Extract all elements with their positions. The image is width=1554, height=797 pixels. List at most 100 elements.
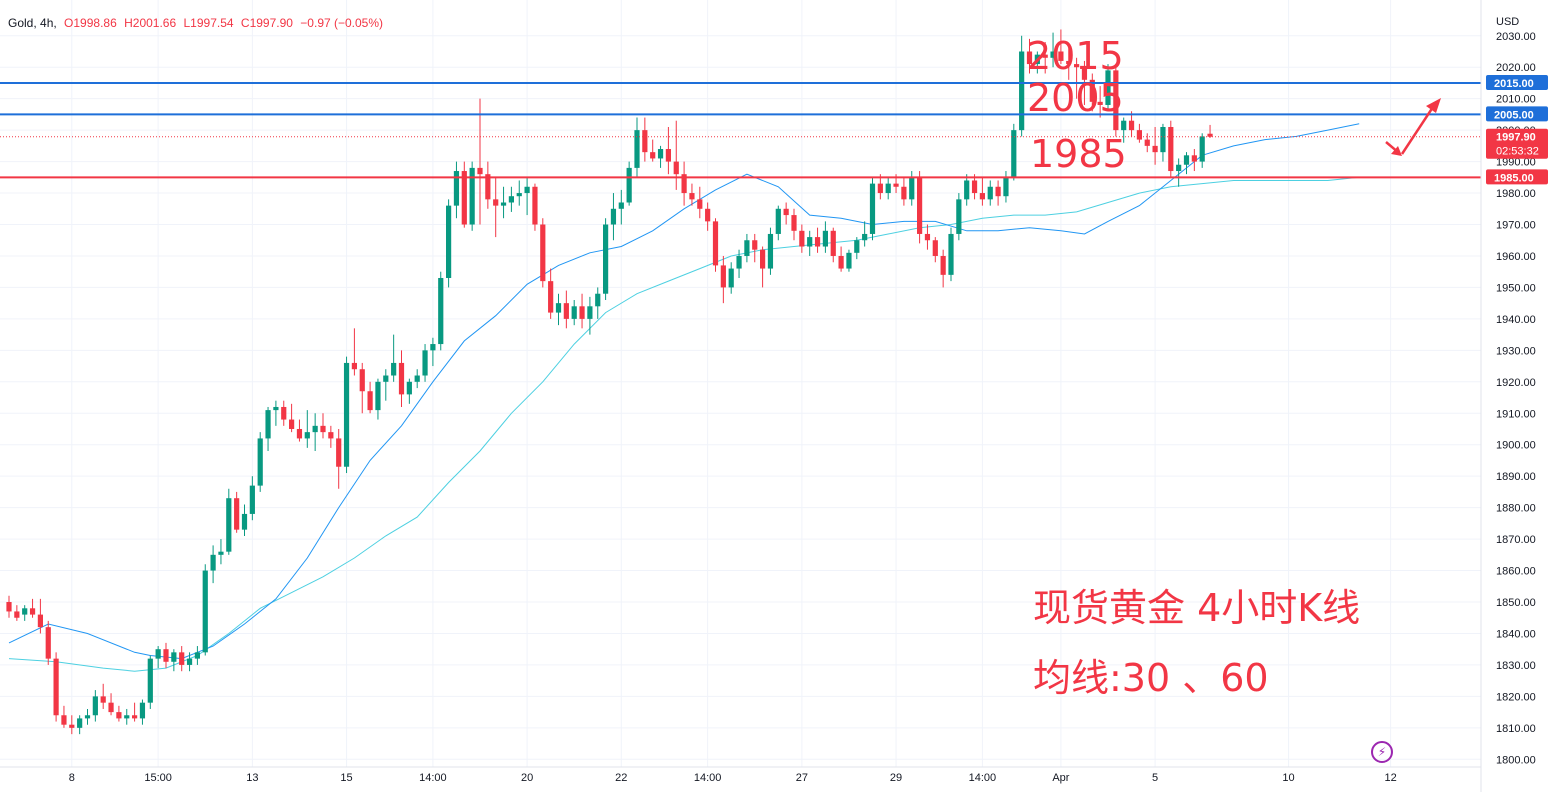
candle[interactable] — [179, 646, 185, 672]
candle[interactable] — [1026, 38, 1033, 74]
candle[interactable] — [760, 246, 766, 288]
candle[interactable] — [1058, 29, 1064, 65]
candle[interactable] — [171, 649, 177, 672]
candle[interactable] — [398, 350, 405, 407]
candle[interactable] — [461, 161, 467, 228]
candle[interactable] — [414, 369, 420, 389]
candle[interactable] — [665, 126, 671, 175]
candle[interactable] — [375, 378, 381, 420]
candle[interactable] — [1034, 51, 1040, 74]
candle[interactable] — [100, 683, 106, 709]
candle[interactable] — [500, 186, 507, 219]
candle[interactable] — [995, 180, 1001, 206]
candle[interactable] — [610, 193, 617, 241]
candle[interactable] — [595, 287, 601, 319]
candle[interactable] — [1168, 120, 1174, 178]
candle[interactable] — [540, 218, 546, 288]
candle[interactable] — [705, 202, 711, 231]
candle[interactable] — [1144, 133, 1150, 153]
candle[interactable] — [163, 642, 169, 669]
candle[interactable] — [453, 161, 460, 219]
candle[interactable] — [744, 233, 750, 263]
candle[interactable] — [328, 425, 334, 448]
candle[interactable] — [226, 488, 232, 555]
candle[interactable] — [752, 233, 758, 263]
candle[interactable] — [84, 708, 91, 725]
candle[interactable] — [155, 646, 161, 669]
candle[interactable] — [124, 708, 130, 725]
candle[interactable] — [22, 605, 28, 621]
candle[interactable] — [799, 224, 805, 253]
candle[interactable] — [964, 174, 970, 206]
candle[interactable] — [218, 539, 224, 565]
candle[interactable] — [555, 293, 562, 326]
candle[interactable] — [1074, 57, 1080, 99]
candle[interactable] — [775, 205, 781, 241]
candle[interactable] — [194, 646, 200, 665]
candle[interactable] — [532, 183, 538, 231]
candle[interactable] — [650, 139, 656, 162]
candle[interactable] — [846, 249, 852, 272]
candle[interactable] — [932, 237, 938, 263]
candle[interactable] — [877, 174, 883, 200]
candle[interactable] — [406, 378, 412, 404]
candle[interactable] — [359, 362, 365, 414]
candle[interactable] — [422, 344, 428, 382]
candle[interactable] — [516, 180, 522, 206]
candle[interactable] — [736, 249, 742, 278]
candle[interactable] — [186, 652, 193, 672]
candle[interactable] — [657, 145, 664, 168]
candle[interactable] — [1011, 123, 1017, 181]
candle[interactable] — [885, 177, 891, 200]
candle[interactable] — [257, 432, 263, 492]
candle[interactable] — [1121, 117, 1127, 143]
candle[interactable] — [1128, 111, 1135, 137]
candle[interactable] — [241, 504, 248, 536]
candle[interactable] — [1042, 42, 1048, 74]
candle[interactable] — [571, 300, 577, 326]
candle[interactable] — [234, 491, 240, 533]
candle[interactable] — [92, 690, 98, 722]
candle[interactable] — [391, 334, 397, 382]
candle[interactable] — [791, 208, 797, 241]
candle[interactable] — [1199, 133, 1205, 168]
candle[interactable] — [1136, 123, 1142, 143]
candle[interactable] — [862, 221, 868, 247]
candle[interactable] — [987, 180, 993, 206]
candle[interactable] — [1113, 64, 1119, 137]
candle[interactable] — [304, 410, 310, 448]
candle[interactable] — [697, 186, 703, 219]
candle[interactable] — [681, 161, 687, 206]
candle[interactable] — [634, 117, 640, 178]
candle[interactable] — [854, 237, 860, 260]
candle[interactable] — [642, 117, 648, 162]
candle[interactable] — [1097, 86, 1103, 118]
candle[interactable] — [1183, 152, 1190, 175]
candle[interactable] — [45, 620, 51, 665]
candle[interactable] — [1152, 126, 1158, 165]
candle[interactable] — [139, 699, 146, 725]
candle[interactable] — [312, 413, 318, 452]
candle[interactable] — [336, 428, 342, 489]
candle[interactable] — [508, 186, 514, 212]
candle[interactable] — [1191, 149, 1197, 172]
candle[interactable] — [924, 224, 931, 250]
candle[interactable] — [493, 177, 499, 238]
lightning-icon[interactable]: ⚡ — [1371, 741, 1393, 763]
axis-unit[interactable]: USD — [1496, 16, 1520, 28]
candle[interactable] — [869, 177, 876, 241]
candle[interactable] — [1207, 124, 1213, 138]
candle[interactable] — [469, 161, 475, 231]
candle[interactable] — [720, 255, 726, 304]
candle[interactable] — [477, 98, 483, 225]
candle[interactable] — [563, 290, 569, 329]
candle[interactable] — [6, 595, 12, 618]
candle[interactable] — [728, 262, 734, 294]
candle[interactable] — [1176, 158, 1182, 187]
candle[interactable] — [830, 227, 836, 263]
candle[interactable] — [767, 227, 774, 275]
candle[interactable] — [265, 406, 271, 452]
candle[interactable] — [1019, 35, 1025, 137]
candle[interactable] — [587, 296, 593, 335]
